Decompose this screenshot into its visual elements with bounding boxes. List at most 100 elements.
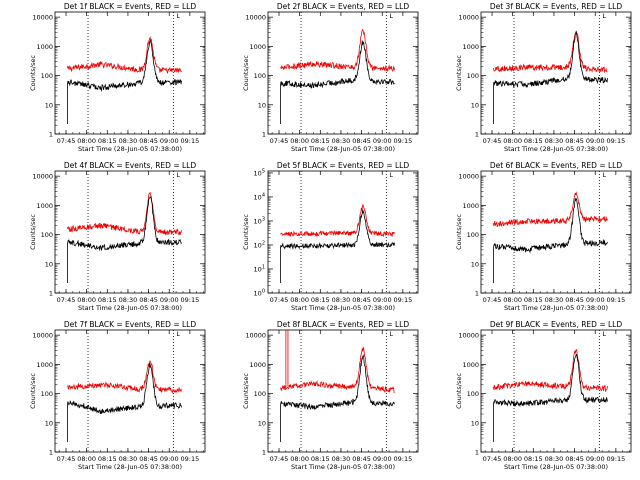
x-tick-label: 08:45 <box>565 455 584 463</box>
interval-marker: L <box>602 330 606 338</box>
y-tick-label: 1000 <box>36 202 53 210</box>
x-tick-label: 08:15 <box>524 455 543 463</box>
axes-frame <box>54 329 206 453</box>
y-tick-label: 100 <box>467 390 479 398</box>
interval-marker: L <box>389 171 393 179</box>
y-tick-label: 1000 <box>462 202 479 210</box>
x-tick-label: 09:00 <box>160 137 179 145</box>
series-lld-spike <box>285 330 289 387</box>
y-tick-label: 100 <box>467 72 479 80</box>
x-axis-label: Start Time (28-Jun-05 07:38:00) <box>78 304 182 312</box>
y-tick-label: 105 <box>254 168 265 177</box>
x-tick-label: 08:00 <box>503 455 522 463</box>
y-tick-label: 10000 <box>245 332 266 340</box>
axes-frame <box>480 329 632 453</box>
x-tick-label: 09:15 <box>606 296 625 304</box>
series-events <box>280 353 395 442</box>
x-tick-label: 08:00 <box>290 455 309 463</box>
y-tick-label: 10000 <box>458 173 479 181</box>
y-axis-label: Counts/sec <box>242 55 250 91</box>
series-events <box>67 196 182 283</box>
y-tick-label: 1000 <box>462 43 479 51</box>
y-tick-label: 10 <box>258 419 266 427</box>
x-tick-label: 08:45 <box>139 137 158 145</box>
y-tick-label: 101 <box>254 264 265 273</box>
y-axis-label: Counts/sec <box>29 214 37 250</box>
x-tick-label: 08:45 <box>565 296 584 304</box>
x-tick-label: 08:45 <box>352 455 371 463</box>
series-events <box>280 40 395 124</box>
series-events <box>280 209 395 283</box>
x-axis-label: Start Time (28-Jun-05 07:38:00) <box>291 304 395 312</box>
x-tick-label: 09:15 <box>393 455 412 463</box>
panel-title: Det 6f BLACK = Events, RED = LLD <box>490 161 623 170</box>
x-tick-label: 08:15 <box>98 296 117 304</box>
y-axis-label: Counts/sec <box>455 373 463 409</box>
series-events <box>493 197 608 283</box>
y-tick-label: 102 <box>254 240 265 249</box>
x-tick-label: 08:15 <box>98 137 117 145</box>
y-tick-label: 1 <box>475 449 479 457</box>
x-tick-label: 08:30 <box>332 455 351 463</box>
y-tick-label: 100 <box>467 231 479 239</box>
x-tick-label: 08:00 <box>77 296 96 304</box>
y-axis-label: Counts/sec <box>29 55 37 91</box>
x-axis-label: Start Time (28-Jun-05 07:38:00) <box>504 304 608 312</box>
x-tick-label: 08:00 <box>503 296 522 304</box>
panel-title: Det 1f BLACK = Events, RED = LLD <box>64 2 197 11</box>
y-tick-label: 1000 <box>36 361 53 369</box>
y-tick-label: 100 <box>41 72 53 80</box>
interval-marker: L <box>602 12 606 20</box>
axes-frame <box>267 170 419 294</box>
series-events <box>493 30 608 124</box>
axes-frame <box>267 11 419 135</box>
axes-frame <box>54 170 206 294</box>
x-tick-label: 08:15 <box>311 296 330 304</box>
x-tick-label: 07:45 <box>483 137 502 145</box>
series-lld <box>493 30 608 74</box>
y-tick-label: 10000 <box>32 173 53 181</box>
y-axis-label: Counts/sec <box>455 55 463 91</box>
x-tick-label: 08:30 <box>119 455 138 463</box>
y-tick-label: 100 <box>254 72 266 80</box>
x-tick-label: 09:15 <box>606 455 625 463</box>
y-axis-label: Counts/sec <box>455 214 463 250</box>
y-axis-label: Counts/sec <box>242 373 250 409</box>
x-tick-label: 07:45 <box>57 455 76 463</box>
y-tick-label: 1 <box>49 290 53 298</box>
x-axis-label: Start Time (28-Jun-05 07:38:00) <box>78 145 182 153</box>
x-tick-label: 08:00 <box>290 137 309 145</box>
x-tick-label: 08:15 <box>311 137 330 145</box>
y-tick-label: 1 <box>49 449 53 457</box>
panel-title: Det 8f BLACK = Events, RED = LLD <box>277 320 410 329</box>
x-tick-label: 09:00 <box>586 296 605 304</box>
interval-marker: L <box>389 330 393 338</box>
panel-title: Det 2f BLACK = Events, RED = LLD <box>277 2 410 11</box>
x-tick-label: 08:45 <box>139 296 158 304</box>
axes-frame <box>480 170 632 294</box>
interval-marker: L <box>602 171 606 179</box>
y-tick-label: 1000 <box>249 43 266 51</box>
x-tick-label: 09:00 <box>373 137 392 145</box>
series-events <box>493 353 608 442</box>
y-tick-label: 10 <box>45 260 53 268</box>
x-tick-label: 09:15 <box>393 137 412 145</box>
series-lld <box>493 348 608 393</box>
series-lld <box>280 28 395 73</box>
x-tick-label: 08:15 <box>524 296 543 304</box>
x-tick-label: 09:15 <box>606 137 625 145</box>
x-tick-label: 09:00 <box>160 455 179 463</box>
series-lld <box>67 192 182 236</box>
panel-title: Det 5f BLACK = Events, RED = LLD <box>277 161 410 170</box>
y-tick-label: 10000 <box>32 332 53 340</box>
series-lld <box>493 191 608 227</box>
x-tick-label: 08:00 <box>77 137 96 145</box>
x-axis-label: Start Time (28-Jun-05 07:38:00) <box>504 145 608 153</box>
